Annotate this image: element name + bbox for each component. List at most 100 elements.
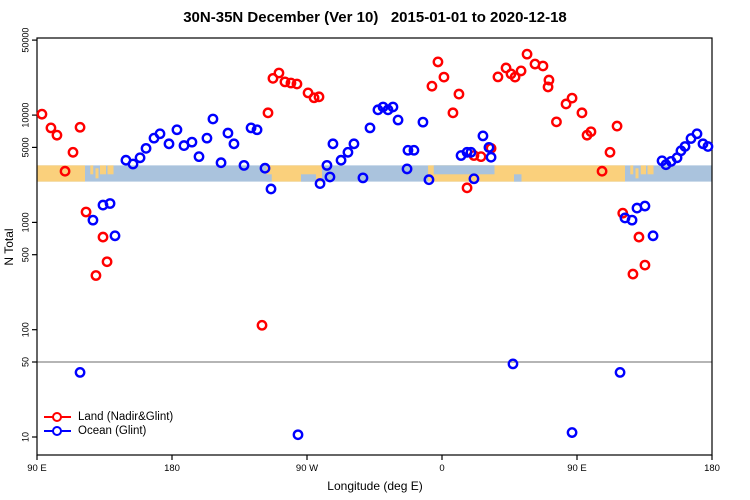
- land-point: [604, 146, 616, 158]
- ocean-point: [127, 158, 139, 170]
- ocean-point: [140, 142, 152, 154]
- land-point: [447, 107, 459, 119]
- map-band-ocean-notch: [433, 165, 495, 175]
- map-band-land-segment: [90, 165, 94, 175]
- y-tick-label: 10000: [20, 103, 30, 128]
- land-point: [566, 92, 578, 104]
- y-tick-label: 50000: [20, 28, 30, 53]
- ocean-point: [342, 146, 354, 158]
- land-point: [67, 146, 79, 158]
- ocean-point: [702, 141, 714, 152]
- land-point: [80, 206, 92, 218]
- land-point: [515, 65, 527, 77]
- legend-item-ocean: Ocean (Glint): [44, 424, 173, 438]
- legend-label-ocean: Ocean (Glint): [78, 425, 147, 437]
- land-marker-icon: [44, 411, 71, 423]
- map-band-land-segment: [107, 165, 114, 175]
- ocean-point: [193, 151, 205, 163]
- ocean-point: [163, 138, 175, 150]
- ocean-point: [207, 113, 219, 125]
- x-tick-label: 90 E: [567, 463, 587, 474]
- land-point: [432, 56, 444, 68]
- land-point: [313, 91, 325, 103]
- ocean-point: [357, 172, 369, 184]
- ocean-point: [109, 230, 121, 242]
- x-tick-label: 0: [439, 463, 444, 474]
- land-point: [542, 81, 554, 93]
- ocean-point: [251, 124, 263, 136]
- legend-item-land: Land (Nadir&Glint): [44, 410, 173, 424]
- land-point: [45, 122, 57, 134]
- x-tick-label: 90 W: [296, 463, 318, 474]
- ocean-point: [259, 162, 271, 174]
- ocean-point: [423, 174, 435, 186]
- ocean-point: [392, 114, 404, 126]
- map-band-ocean-notch: [514, 174, 522, 182]
- land-point: [90, 270, 102, 281]
- land-point: [279, 76, 291, 88]
- ocean-point: [402, 144, 414, 156]
- ocean-point: [401, 163, 413, 175]
- land-point: [51, 129, 63, 141]
- land-point: [267, 72, 279, 84]
- map-band-land-segment: [640, 165, 646, 175]
- land-point: [576, 107, 588, 119]
- ocean-point: [104, 198, 116, 209]
- land-point: [438, 71, 450, 83]
- ocean-point: [566, 427, 578, 438]
- y-tick-label: 50: [20, 357, 30, 367]
- land-point: [461, 182, 473, 194]
- ocean-point: [171, 124, 183, 136]
- ocean-point: [465, 146, 477, 158]
- land-point: [543, 74, 555, 86]
- y-tick-label: 5000: [20, 137, 30, 157]
- map-band-land-segment: [647, 165, 654, 175]
- land-point: [627, 268, 639, 280]
- ocean-point: [228, 138, 240, 150]
- ocean-point: [679, 141, 691, 152]
- x-tick-label: 90 E: [27, 463, 47, 474]
- ocean-point: [507, 358, 519, 370]
- map-band-land-segment: [635, 168, 639, 179]
- ocean-point: [468, 173, 480, 185]
- ocean-point: [245, 122, 257, 134]
- land-point: [74, 121, 86, 133]
- land-point: [521, 48, 533, 60]
- y-tick-label: 1000: [20, 212, 30, 232]
- land-point: [596, 165, 608, 177]
- y-tick-label: 100: [20, 322, 30, 337]
- ocean-point: [292, 429, 304, 441]
- land-point: [291, 78, 303, 90]
- ocean-point: [417, 116, 429, 128]
- ocean-point: [238, 159, 250, 171]
- ocean-point: [324, 171, 336, 183]
- ocean-point: [154, 128, 166, 140]
- land-point: [36, 108, 48, 120]
- chart-title: 30N-35N December (Ver 10) 2015-01-01 to …: [183, 9, 567, 26]
- ocean-point: [387, 101, 399, 113]
- land-point: [551, 116, 562, 128]
- land-point: [633, 231, 645, 243]
- x-tick-label: 180: [164, 463, 180, 474]
- ocean-point: [639, 200, 651, 212]
- land-point: [537, 60, 549, 72]
- map-band-ocean-notch: [301, 174, 316, 182]
- land-point: [308, 92, 320, 104]
- ocean-point: [314, 178, 326, 189]
- ocean-point: [222, 127, 234, 139]
- ocean-point: [348, 138, 360, 150]
- land-point: [475, 151, 487, 163]
- ocean-point: [626, 214, 638, 226]
- map-band-land-segment: [100, 165, 106, 175]
- y-tick-label: 500: [20, 247, 30, 262]
- land-point: [285, 77, 297, 89]
- ocean-point: [477, 130, 489, 142]
- ocean-point: [614, 366, 626, 378]
- plot-box: [36, 37, 713, 456]
- ocean-point: [483, 142, 495, 153]
- land-point: [585, 126, 597, 138]
- y-axis-title: N Total: [2, 228, 16, 266]
- land-point: [97, 231, 109, 243]
- ocean-point: [335, 154, 347, 166]
